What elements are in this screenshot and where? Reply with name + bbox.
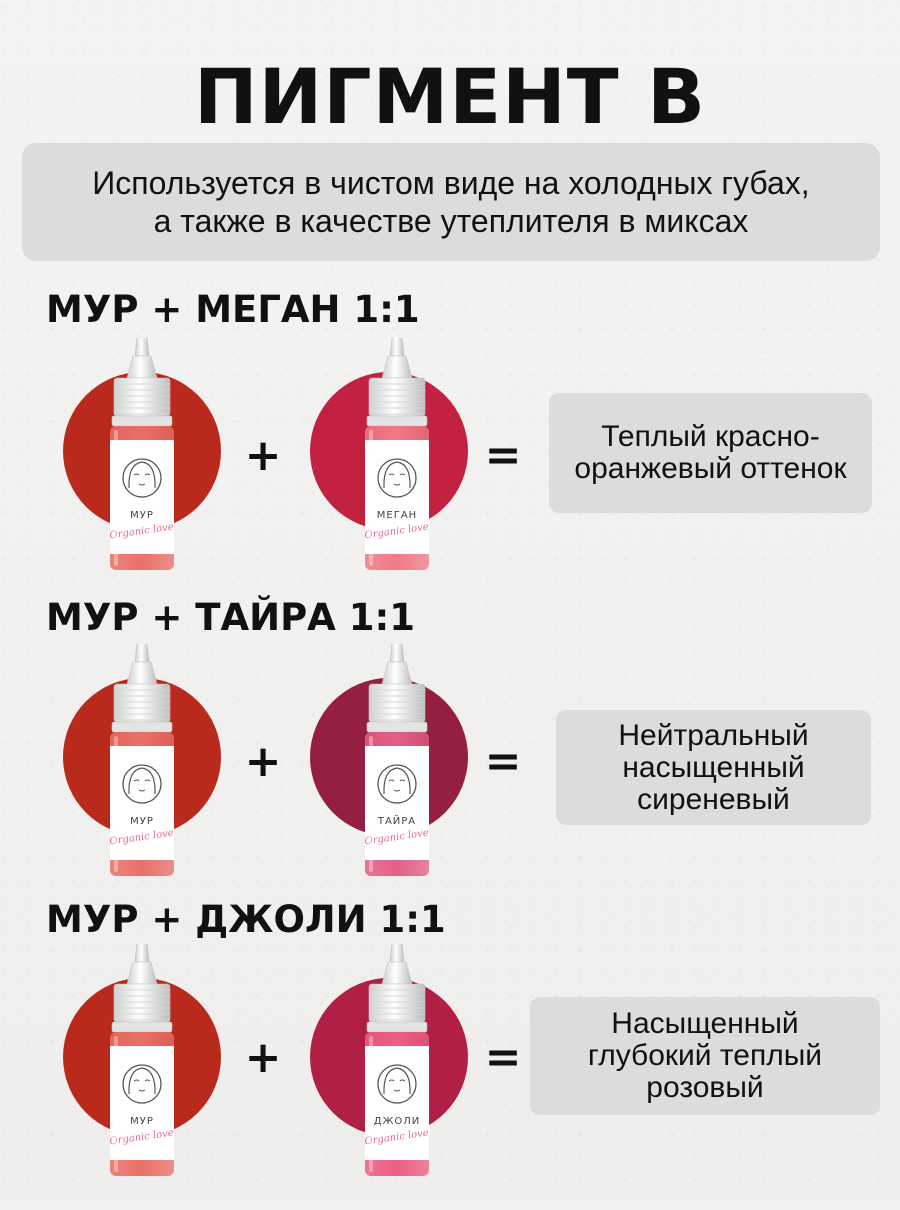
- subtitle-text: Используется в чистом виде на холодных г…: [92, 165, 810, 239]
- result-box: Насыщенный глубокий теплый розовый: [530, 997, 880, 1115]
- result-box: Теплый красно- оранжевый оттенок: [549, 393, 872, 513]
- plus-sign: +: [244, 736, 282, 787]
- bottle-name-label: ДЖОЛИ: [374, 1116, 420, 1127]
- result-box: Нейтральный насыщенный сиреневый: [556, 710, 871, 825]
- mix-section: МУР + ТАЙРА 1:1 МУР Organic love + ТАЙРА O…: [0, 596, 900, 908]
- mix-title: МУР + МЕГАН 1:1: [46, 288, 420, 331]
- equals-sign: =: [484, 1032, 522, 1083]
- pigment-bottle-right: ТАЙРА Organic love: [356, 643, 438, 878]
- bottle-name-label: МУР: [130, 1116, 154, 1127]
- pigment-bottle-left: МУР Organic love: [101, 643, 183, 878]
- plus-sign: +: [244, 1032, 282, 1083]
- equals-sign: =: [484, 736, 522, 787]
- bottle-name-label: МУР: [130, 816, 154, 827]
- mix-title: МУР + ТАЙРА 1:1: [46, 596, 415, 639]
- mix-title: МУР + ДЖОЛИ 1:1: [46, 898, 446, 941]
- bottle-name-label: ТАЙРА: [377, 814, 416, 827]
- pigment-bottle-left: МУР Organic love: [101, 337, 183, 572]
- equals-sign: =: [484, 430, 522, 481]
- pigment-bottle-right: МЕГАН Organic love: [356, 337, 438, 572]
- result-text: Насыщенный глубокий теплый розовый: [587, 1007, 823, 1104]
- bottle-name-label: МУР: [130, 510, 154, 521]
- mix-section: МУР + ДЖОЛИ 1:1 МУР Organic love + ДЖОЛИ O…: [0, 898, 900, 1210]
- plus-sign: +: [244, 430, 282, 481]
- pigment-bottle-right: ДЖОЛИ Organic love: [356, 943, 438, 1178]
- mix-section: МУР + МЕГАН 1:1 МУР Organic love + МЕГАН O…: [0, 288, 900, 600]
- subtitle-box: Используется в чистом виде на холодных г…: [22, 143, 880, 261]
- result-text: Нейтральный насыщенный сиреневый: [618, 718, 809, 816]
- bottle-name-label: МЕГАН: [377, 510, 417, 521]
- result-text: Теплый красно- оранжевый оттенок: [574, 420, 847, 485]
- pigment-bottle-left: МУР Organic love: [101, 943, 183, 1178]
